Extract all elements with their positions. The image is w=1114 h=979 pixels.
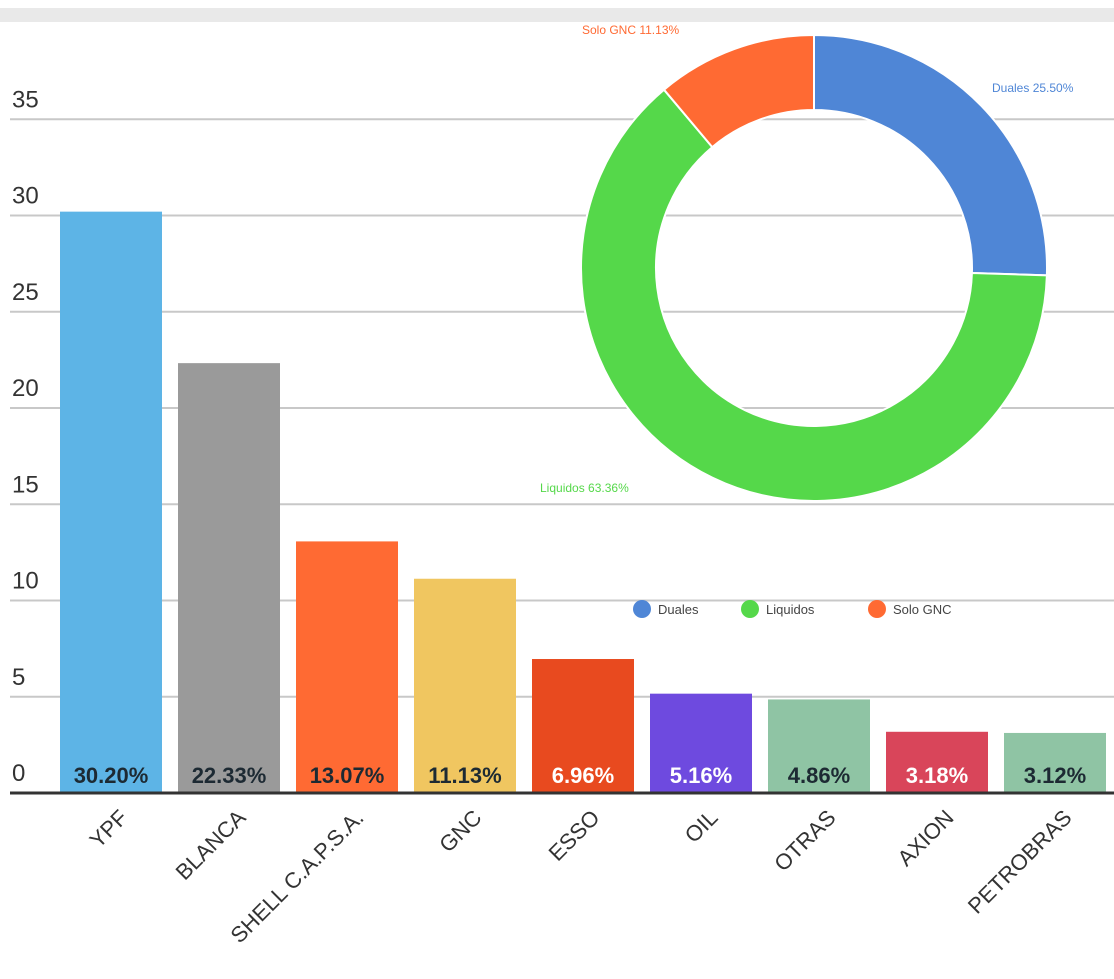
bar-axion bbox=[886, 731, 988, 793]
bar-value-label: 11.13% bbox=[428, 763, 501, 788]
bar-otras bbox=[768, 699, 870, 793]
bar-oil bbox=[650, 693, 752, 793]
legend-label: Duales bbox=[658, 602, 699, 617]
bar-value-label: 5.16% bbox=[670, 763, 732, 788]
bar-blanca bbox=[178, 363, 280, 793]
y-tick-label: 25 bbox=[12, 279, 39, 306]
bar-value-label: 6.96% bbox=[552, 763, 614, 788]
bar-value-label: 30.20% bbox=[74, 763, 149, 788]
bar-value-label: 13.07% bbox=[310, 763, 385, 788]
x-category-label: OTRAS bbox=[769, 805, 840, 876]
chart-top-band bbox=[0, 8, 1114, 22]
x-category-label: ESSO bbox=[544, 805, 605, 866]
bar-value-label: 22.33% bbox=[192, 763, 267, 788]
y-tick-label: 15 bbox=[12, 471, 39, 498]
donut-slice-label: Solo GNC 11.13% bbox=[582, 23, 679, 37]
donut-slice-duales bbox=[813, 33, 1048, 277]
bar-shell-c-a-p-s-a- bbox=[296, 541, 398, 793]
bar-petrobras bbox=[1004, 732, 1106, 793]
bar-value-label: 3.12% bbox=[1024, 763, 1086, 788]
donut-slice-label: Liquidos 63.36% bbox=[540, 481, 629, 495]
donut-slice-liquidos bbox=[579, 88, 1048, 502]
y-tick-label: 0 bbox=[12, 760, 25, 787]
x-category-label: AXION bbox=[892, 805, 958, 871]
legend-marker bbox=[741, 600, 759, 618]
legend-marker bbox=[868, 600, 886, 618]
bar-gnc bbox=[414, 578, 516, 793]
x-category-label: PETROBRAS bbox=[963, 805, 1077, 919]
legend-label: Solo GNC bbox=[893, 602, 952, 617]
bar-esso bbox=[532, 659, 634, 793]
y-tick-label: 5 bbox=[12, 664, 25, 691]
y-tick-label: 20 bbox=[12, 375, 39, 402]
bar-value-label: 3.18% bbox=[906, 763, 968, 788]
x-category-label: OIL bbox=[680, 805, 723, 848]
donut-slice-solo-gnc bbox=[662, 33, 815, 149]
bar-ypf bbox=[60, 211, 162, 793]
y-tick-label: 35 bbox=[12, 86, 39, 113]
x-category-label: SHELL C.A.P.S.A. bbox=[225, 805, 368, 948]
y-tick-label: 30 bbox=[12, 183, 39, 210]
legend-label: Liquidos bbox=[766, 602, 815, 617]
legend-marker bbox=[633, 600, 651, 618]
donut-slice-label: Duales 25.50% bbox=[992, 81, 1074, 95]
y-tick-label: 10 bbox=[12, 568, 39, 595]
bar-value-label: 4.86% bbox=[788, 763, 850, 788]
x-category-label: BLANCA bbox=[171, 805, 251, 885]
x-category-label: YPF bbox=[85, 805, 133, 853]
x-category-label: GNC bbox=[434, 805, 486, 857]
